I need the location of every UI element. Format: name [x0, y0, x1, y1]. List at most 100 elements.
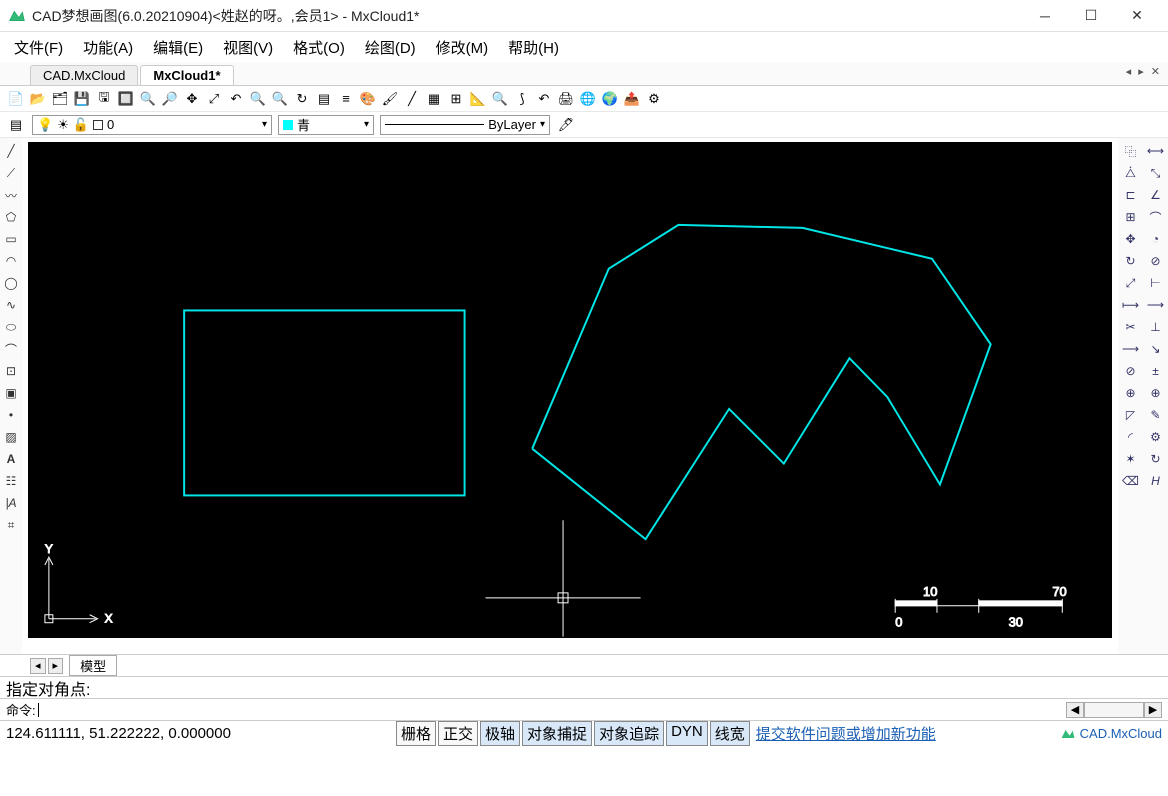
globe-icon[interactable]: 🌐: [578, 89, 598, 109]
minimize-button[interactable]: ─: [1022, 0, 1068, 32]
insert-tool-icon[interactable]: ⊡: [2, 362, 20, 380]
circle-tool-icon[interactable]: ◯: [2, 274, 20, 292]
table-tool-icon[interactable]: ⌗: [2, 516, 20, 534]
move-icon[interactable]: ✥: [1122, 230, 1140, 248]
menu-file[interactable]: 文件(F): [6, 35, 71, 60]
lineweight-icon[interactable]: 🖊: [556, 115, 576, 135]
linetype-dropdown[interactable]: ByLayer ▾: [380, 115, 550, 135]
ellipsearc-tool-icon[interactable]: ⌒: [2, 340, 20, 358]
zoom-realtime-icon[interactable]: 🔍: [248, 89, 268, 109]
new-icon[interactable]: 📄: [6, 89, 26, 109]
doc-tab-1[interactable]: CAD.MxCloud: [30, 65, 138, 85]
join-icon[interactable]: ⊕: [1122, 384, 1140, 402]
layer-icon[interactable]: ▤: [314, 89, 334, 109]
zoom-all-icon[interactable]: 🔍: [270, 89, 290, 109]
color-dropdown[interactable]: 青 ▾: [278, 115, 374, 135]
point-tool-icon[interactable]: •: [2, 406, 20, 424]
tab-nav-left[interactable]: ◂: [30, 658, 46, 674]
color-icon[interactable]: 🎨: [358, 89, 378, 109]
dim-continue-icon[interactable]: ⟶: [1147, 296, 1165, 314]
doc-tab-2[interactable]: MxCloud1*: [140, 65, 233, 85]
ellipse-tool-icon[interactable]: ⬭: [2, 318, 20, 336]
trim-icon[interactable]: ✂: [1122, 318, 1140, 336]
arc-icon[interactable]: ⟆: [512, 89, 532, 109]
tab-nav-right[interactable]: ▸: [48, 658, 64, 674]
rect-tool-icon[interactable]: ▭: [2, 230, 20, 248]
menu-view[interactable]: 视图(V): [215, 35, 281, 60]
scale-icon[interactable]: ⤢: [1122, 274, 1140, 292]
pan-icon[interactable]: ✥: [182, 89, 202, 109]
zoom-prev-icon[interactable]: ↶: [226, 89, 246, 109]
block-tool-icon[interactable]: ▣: [2, 384, 20, 402]
center-mark-icon[interactable]: ⊕: [1147, 384, 1165, 402]
dim-edit-icon[interactable]: ✎: [1147, 406, 1165, 424]
tab-nav-icons[interactable]: ◂ ▸ ✕: [1126, 65, 1162, 78]
dim-linear-icon[interactable]: ⟷: [1147, 142, 1165, 160]
toggle-dyn[interactable]: DYN: [666, 721, 708, 746]
leader-icon[interactable]: ↘: [1147, 340, 1165, 358]
explode-icon[interactable]: ✶: [1122, 450, 1140, 468]
regen-icon[interactable]: ↻: [292, 89, 312, 109]
text-tool-icon[interactable]: A: [2, 450, 20, 468]
layer-dropdown[interactable]: 💡 ☀ 🔓 0 ▾: [32, 115, 272, 135]
dim-baseline-icon[interactable]: ⊥: [1147, 318, 1165, 336]
saveas-icon[interactable]: 🖫: [94, 89, 114, 109]
folder-icon[interactable]: 🗂: [50, 89, 70, 109]
array-icon[interactable]: ⊞: [1122, 208, 1140, 226]
zoom-in-icon[interactable]: 🔍: [138, 89, 158, 109]
arc-tool-icon[interactable]: ◠: [2, 252, 20, 270]
settings-icon[interactable]: ⚙: [644, 89, 664, 109]
dim-update-icon[interactable]: ↻: [1147, 450, 1165, 468]
web-icon[interactable]: 🌍: [600, 89, 620, 109]
erase-icon[interactable]: ⌫: [1122, 472, 1140, 490]
open-icon[interactable]: 📂: [28, 89, 48, 109]
dim-h-icon[interactable]: H: [1147, 472, 1165, 490]
rotate-icon[interactable]: ↻: [1122, 252, 1140, 270]
command-scrollbar[interactable]: ◀ ▶: [1066, 702, 1162, 718]
props-icon[interactable]: ≡: [336, 89, 356, 109]
drawing-canvas[interactable]: X Y 0 10 30 70: [28, 142, 1112, 638]
menu-modify[interactable]: 修改(M): [428, 35, 497, 60]
save-icon[interactable]: 💾: [72, 89, 92, 109]
line-tool-icon[interactable]: ╱: [2, 142, 20, 160]
export-icon[interactable]: 📤: [622, 89, 642, 109]
break-icon[interactable]: ⊘: [1122, 362, 1140, 380]
fillet-icon[interactable]: ◜: [1122, 428, 1140, 446]
line-icon[interactable]: ╱: [402, 89, 422, 109]
close-button[interactable]: ✕: [1114, 0, 1160, 32]
dim-angular-icon[interactable]: ∠: [1147, 186, 1165, 204]
scroll-track[interactable]: [1084, 702, 1144, 718]
offset-icon[interactable]: ⊏: [1122, 186, 1140, 204]
block-icon[interactable]: ▦: [424, 89, 444, 109]
polygon-tool-icon[interactable]: ⬠: [2, 208, 20, 226]
toggle-osnap[interactable]: 对象捕捉: [522, 721, 592, 746]
model-tab[interactable]: 模型: [69, 655, 117, 676]
hatch-tool-icon[interactable]: ▨: [2, 428, 20, 446]
pline-tool-icon[interactable]: 〰: [2, 186, 20, 204]
zoom-window-icon[interactable]: 🔲: [116, 89, 136, 109]
dim-ordinate-icon[interactable]: ⊢: [1147, 274, 1165, 292]
spline-tool-icon[interactable]: ∿: [2, 296, 20, 314]
toggle-lwt[interactable]: 线宽: [710, 721, 750, 746]
menu-edit[interactable]: 编辑(E): [145, 35, 211, 60]
chamfer-icon[interactable]: ◸: [1122, 406, 1140, 424]
copy-icon[interactable]: ⿻: [1122, 142, 1140, 160]
maximize-button[interactable]: ☐: [1068, 0, 1114, 32]
command-line[interactable]: 命令: ◀ ▶: [0, 698, 1168, 720]
scroll-right-icon[interactable]: ▶: [1144, 702, 1162, 718]
mtext-tool-icon[interactable]: ☷: [2, 472, 20, 490]
toggle-otrack[interactable]: 对象追踪: [594, 721, 664, 746]
undo-icon[interactable]: ↶: [534, 89, 554, 109]
toggle-polar[interactable]: 极轴: [480, 721, 520, 746]
extend-icon[interactable]: ⟶: [1122, 340, 1140, 358]
menu-format[interactable]: 格式(O): [285, 35, 353, 60]
feedback-link[interactable]: 提交软件问题或增加新功能: [756, 723, 936, 744]
dim-style-icon[interactable]: ⚙: [1147, 428, 1165, 446]
scroll-left-icon[interactable]: ◀: [1066, 702, 1084, 718]
zoom-out-icon[interactable]: 🔎: [160, 89, 180, 109]
attdef-tool-icon[interactable]: |A: [2, 494, 20, 512]
menu-draw[interactable]: 绘图(D): [357, 35, 424, 60]
tolerance-icon[interactable]: ±: [1147, 362, 1165, 380]
dim-radius-icon[interactable]: ◔: [1147, 230, 1165, 248]
dim-diameter-icon[interactable]: ⊘: [1147, 252, 1165, 270]
